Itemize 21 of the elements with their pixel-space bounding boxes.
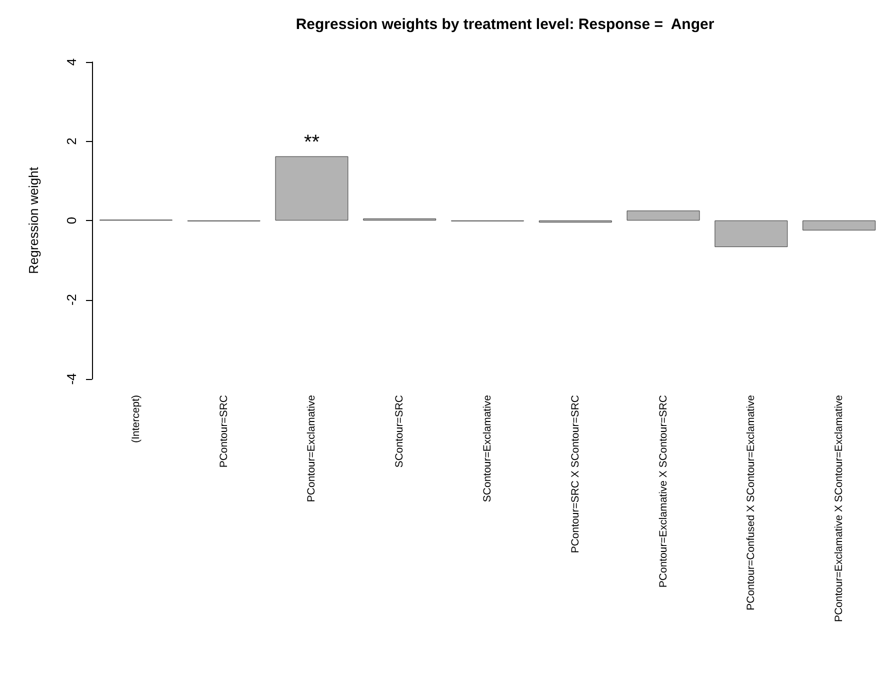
chart-title: Regression weights by treatment level: Response = Anger (296, 16, 714, 33)
x-tick-label: PContour=Exclamative (306, 394, 318, 502)
annotation: ** (304, 131, 320, 154)
bar (626, 210, 700, 220)
y-tick-label: 4 (64, 58, 79, 66)
bar (714, 220, 788, 248)
x-tick-label: PContour=Exclamative X SContour=Exclamative (833, 394, 846, 622)
x-tick-label: PContour=SRC (218, 394, 230, 468)
y-axis-title: Regression weight (26, 166, 41, 274)
bar (275, 156, 348, 220)
bar (802, 220, 876, 230)
x-tick-label: PContour=Confused X SContour=Exclamative (745, 394, 758, 610)
x-tick-label: PContour=SRC X SContour=SRC (569, 394, 582, 554)
y-tick-label: 0 (64, 216, 79, 224)
x-tick-label: SContour=SRC (394, 394, 406, 468)
y-tick-label: -4 (64, 373, 79, 385)
x-tick-label: (Intercept) (130, 395, 142, 443)
y-tick-label: -2 (64, 294, 79, 306)
x-tick-label: PContour=Exclamative X SContour=SRC (657, 394, 670, 588)
y-tick-label: 2 (64, 138, 79, 145)
x-tick-label: SContour=Exclamative (482, 394, 494, 502)
